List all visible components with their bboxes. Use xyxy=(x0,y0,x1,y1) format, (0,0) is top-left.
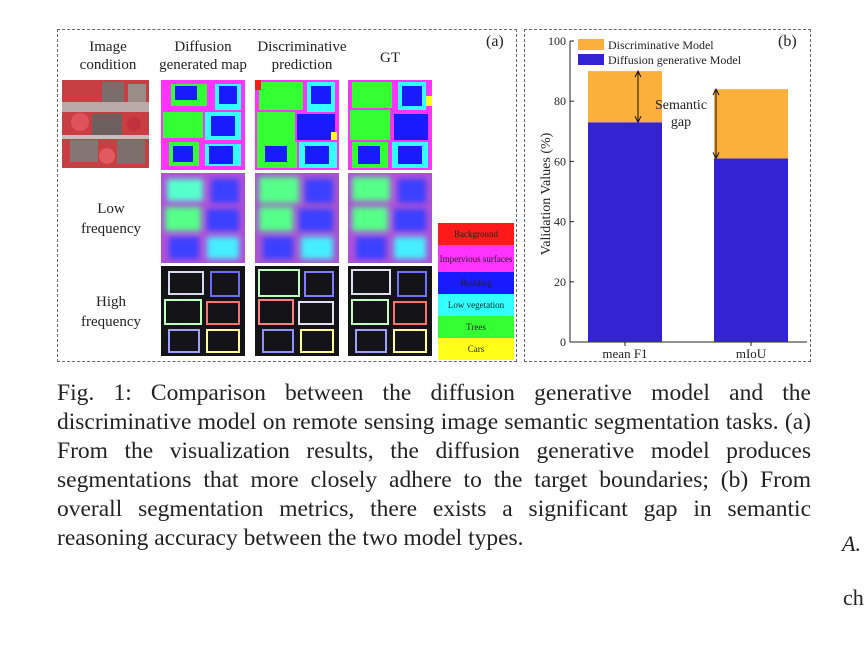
header-image-condition: Image condition xyxy=(79,39,137,73)
figure-caption: Fig. 1: Comparison between the diffusion… xyxy=(57,380,811,551)
legend-swatch xyxy=(578,54,604,65)
semantic-gap-annotation: Semantic gap xyxy=(634,69,720,160)
gap-arrow-miou-head-bottom xyxy=(712,152,720,160)
bar-diffusion-1 xyxy=(714,158,788,342)
legend-low-vegetation: Low vegetation xyxy=(438,294,514,316)
y-axis-label: Validation Values (%) xyxy=(539,132,554,255)
adjacent-column-fragment-ch: ch xyxy=(843,585,864,610)
bar-discriminative-0 xyxy=(588,71,662,123)
discriminative-low-frequency-map xyxy=(255,173,339,263)
y-tick-label: 100 xyxy=(548,34,566,48)
legend-cars: Cars xyxy=(438,338,514,360)
gap-arrow-miou-head-top xyxy=(712,88,720,96)
chart-bars xyxy=(588,71,788,343)
discriminative-high-frequency-map xyxy=(255,266,339,356)
diffusion-high-frequency-map xyxy=(161,266,245,356)
legend-swatch xyxy=(578,39,604,50)
gt-low-frequency-map xyxy=(348,173,432,263)
gap-label-line-2: gap xyxy=(671,115,691,130)
panel-b-tag: (b) xyxy=(778,33,797,50)
header-gt: GT xyxy=(380,50,400,66)
y-tick-label: 60 xyxy=(554,154,566,168)
panel-a-tag: (a) xyxy=(486,33,504,50)
header-discriminative-prediction: Discriminative prediction xyxy=(257,39,347,73)
figure-panel-b xyxy=(524,29,811,362)
y-tick-label: 40 xyxy=(554,215,566,229)
legend-trees: Trees xyxy=(438,316,514,338)
x-tick-label: mIoU xyxy=(736,346,767,361)
header-diffusion-generated-map: Diffusion generated map xyxy=(159,39,247,73)
legend-impervious-surfaces: Impervious surfaces xyxy=(438,245,514,272)
legend-label: Discriminative Model xyxy=(608,38,714,52)
legend-label: Diffusion generative Model xyxy=(608,53,742,67)
image-condition-thumbnail xyxy=(62,80,149,168)
stacked-bar-chart: 0 20 40 60 80 100 mean F1 mIoU Validation Valu… xyxy=(539,34,807,361)
gt-high-frequency-map xyxy=(348,266,432,356)
row-label-low-frequency: Low frequency xyxy=(81,201,141,237)
bar-diffusion-0 xyxy=(588,122,662,343)
diffusion-map-segmentation xyxy=(161,80,245,170)
class-legend: Background Impervious surfaces Building … xyxy=(438,223,514,360)
bar-discriminative-1 xyxy=(714,89,788,159)
y-tick-label: 20 xyxy=(554,275,566,289)
discriminative-prediction-segmentation xyxy=(255,80,339,170)
x-tick-labels: mean F1 mIoU xyxy=(602,346,766,361)
row-label-high-frequency: High frequency xyxy=(81,294,141,330)
y-tick-labels: 0 20 40 60 80 100 xyxy=(548,34,566,349)
gap-label-line-1: Semantic xyxy=(655,98,707,113)
x-tick-label: mean F1 xyxy=(602,346,647,361)
legend-building: Building xyxy=(438,272,514,294)
gap-arrow-f1-head-top xyxy=(634,69,642,78)
legend-background: Background xyxy=(438,223,514,245)
adjacent-column-fragment-a: A. xyxy=(842,531,861,556)
figure-panel-a xyxy=(57,29,517,362)
diffusion-low-frequency-map xyxy=(161,173,245,263)
y-tick-label: 80 xyxy=(554,94,566,108)
gap-arrow-f1-head-bottom xyxy=(634,116,642,124)
y-tick-label: 0 xyxy=(560,335,566,349)
gt-segmentation xyxy=(348,80,432,170)
